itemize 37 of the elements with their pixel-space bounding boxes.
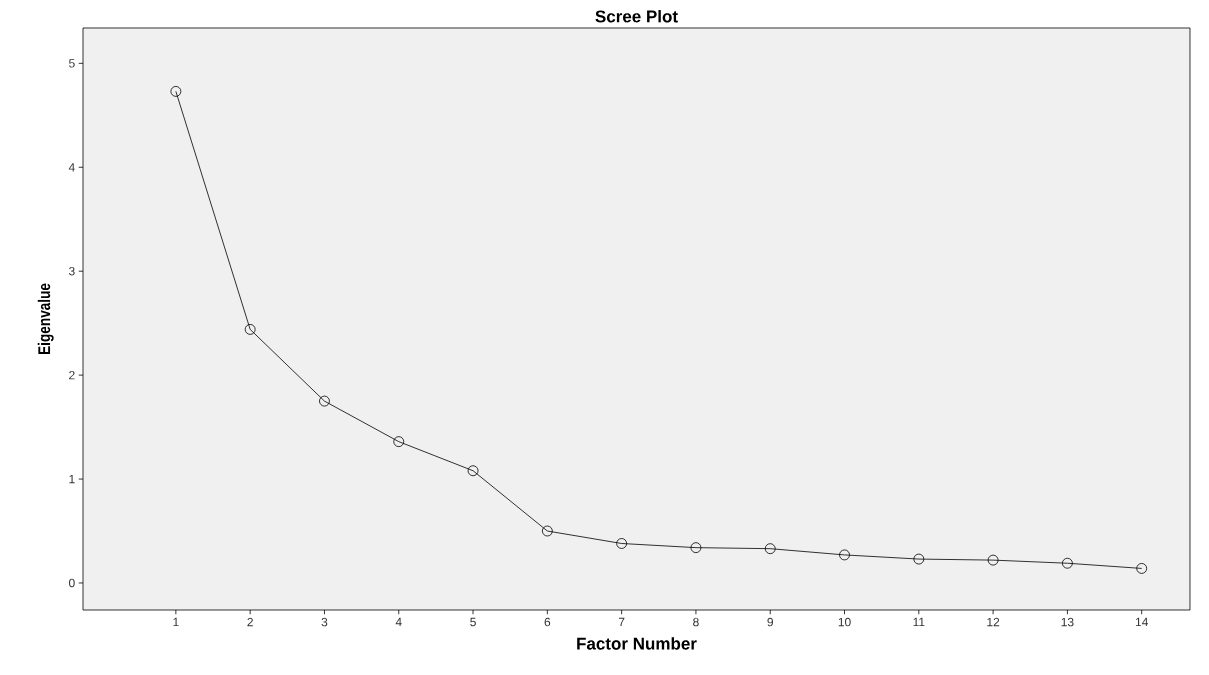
y-tick-label: 1: [69, 474, 75, 484]
x-tick-label: 6: [544, 617, 551, 627]
point: [616, 538, 628, 549]
y-tick-label: 5: [69, 59, 75, 68]
point: [839, 549, 850, 561]
x-tick-label: 1: [173, 617, 179, 627]
x-tick-label: 3: [321, 617, 328, 627]
x-tick-label: 10: [838, 617, 851, 627]
point: [244, 323, 256, 335]
x-tick-label: 9: [767, 617, 773, 627]
x-axis-title: Factor Number: [577, 637, 697, 650]
chart-title: Scree Plot: [595, 9, 678, 23]
point: [541, 525, 553, 537]
x-tick-label: 11: [913, 617, 925, 627]
point: [913, 553, 925, 565]
point: [1136, 563, 1148, 574]
x-tick-label: 7: [618, 617, 625, 627]
point: [690, 542, 702, 554]
x-tick-label: 12: [987, 617, 1000, 627]
point: [1062, 557, 1073, 569]
y-tick-label: 3: [68, 266, 75, 276]
y-tick-label: 4: [68, 163, 75, 172]
x-tick-label: 14: [1135, 617, 1149, 627]
y-tick-label: 0: [69, 578, 75, 588]
point: [170, 86, 182, 97]
point: [467, 465, 479, 477]
x-tick-label: 2: [247, 617, 253, 627]
point: [987, 554, 999, 566]
y-axis-title: Eigenvalue: [37, 283, 54, 354]
point: [319, 395, 330, 407]
x-tick-label: 8: [693, 617, 699, 627]
x-tick-label: 13: [1061, 617, 1074, 627]
point: [393, 436, 405, 448]
x-tick-label: 4: [395, 617, 402, 627]
x-tick-label: 5: [470, 617, 476, 627]
point: [764, 543, 776, 555]
y-tick-label: 2: [69, 370, 75, 380]
